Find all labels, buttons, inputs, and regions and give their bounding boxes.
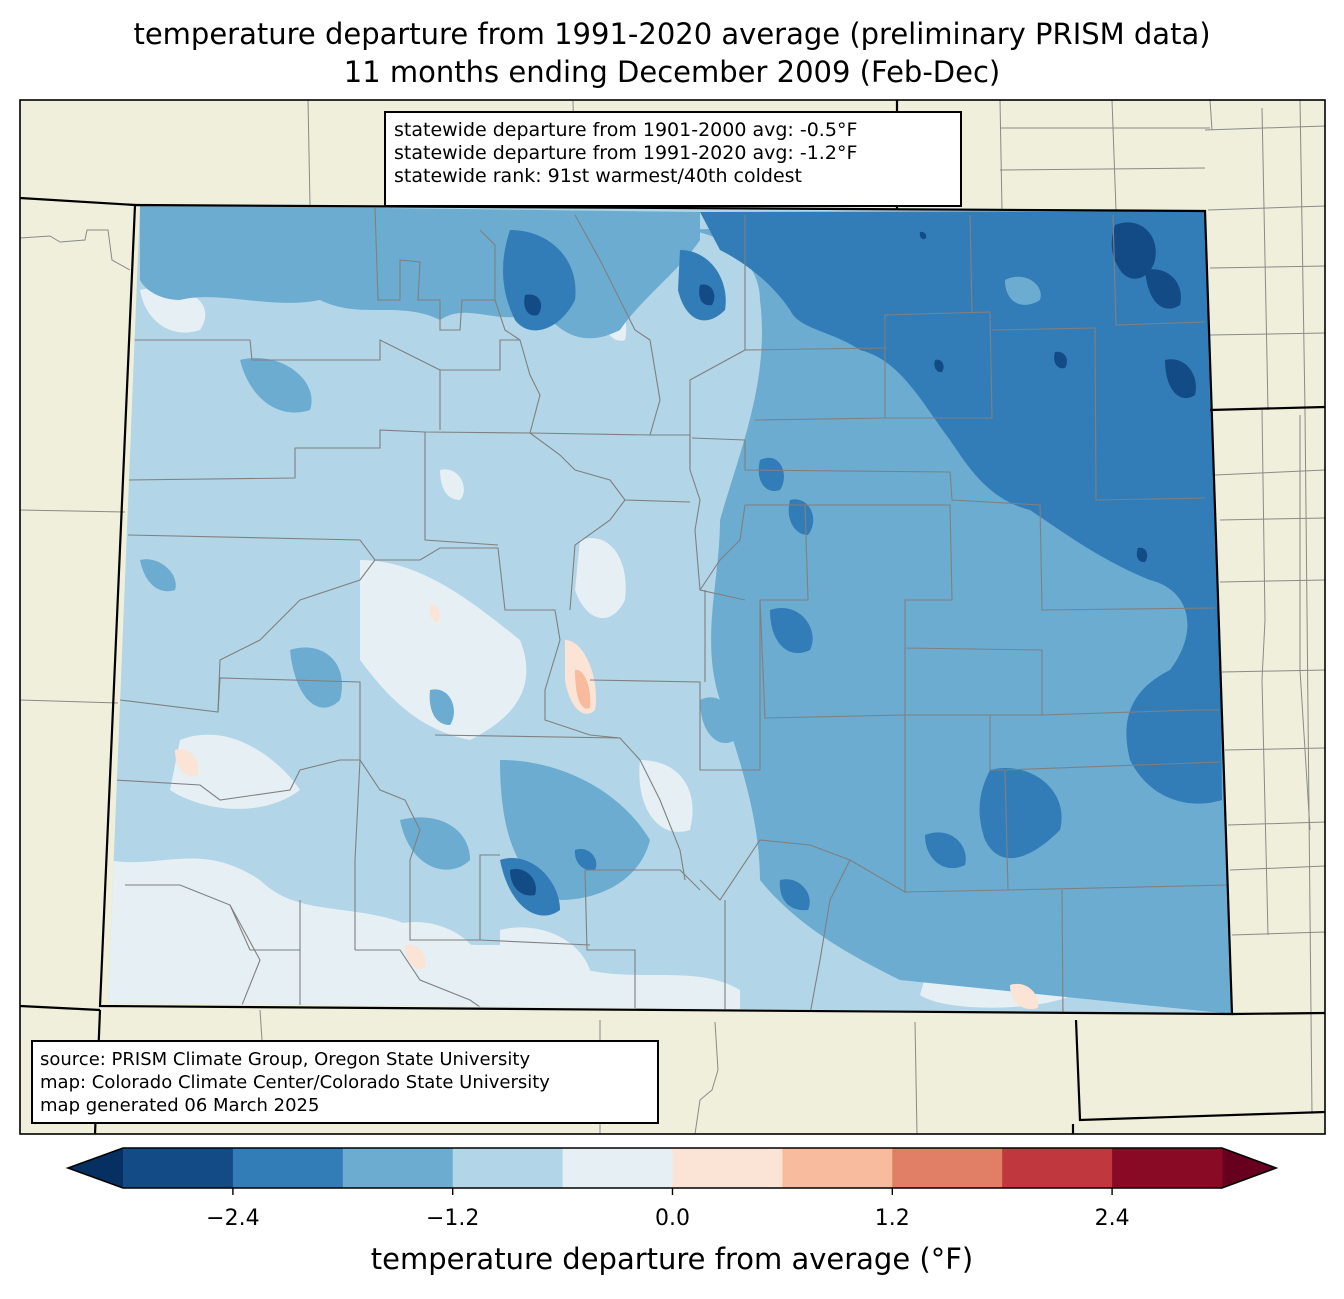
- colorado-county-lines: [114, 207, 1229, 1014]
- map-credit-line: map: Colorado Climate Center/Colorado St…: [40, 1072, 550, 1093]
- colorbar-bin: [1112, 1148, 1223, 1188]
- map-title-line-2: 11 months ending December 2009 (Feb-Dec): [343, 55, 1001, 89]
- colorbar-bin: [562, 1148, 673, 1188]
- colorbar-bin: [782, 1148, 893, 1188]
- colorbar-bin: [452, 1148, 564, 1188]
- source-line: source: PRISM Climate Group, Oregon Stat…: [40, 1049, 531, 1070]
- stats-departure-1901-2000: statewide departure from 1901-2000 avg: …: [394, 119, 858, 141]
- statewide-stats-box: statewide departure from 1901-2000 avg: …: [384, 111, 962, 207]
- colorbar-bin: [1002, 1148, 1113, 1188]
- colorbar-label: temperature departure from average (°F): [370, 1242, 974, 1276]
- colorbar-tick-label: 1.2: [874, 1206, 910, 1231]
- source-credits-box: source: PRISM Climate Group, Oregon Stat…: [31, 1040, 659, 1124]
- colorbar-bin: [123, 1148, 234, 1188]
- colorbar-bin: [232, 1148, 344, 1188]
- colorbar-outline: [65, 1147, 1279, 1189]
- state-boundaries: [20, 100, 1325, 1134]
- colorbar-tick-label: 0.0: [655, 1206, 690, 1231]
- stats-rank: statewide rank: 91st warmest/40th coldes…: [394, 165, 803, 187]
- colorbar-bin: [342, 1148, 454, 1188]
- generated-date-line: map generated 06 March 2025: [40, 1095, 320, 1116]
- colorbar: [65, 1147, 1279, 1195]
- colorbar-extend-low: [68, 1148, 123, 1188]
- stats-departure-1991-2020: statewide departure from 1991-2020 avg: …: [394, 142, 858, 164]
- colorbar-tick-label: −2.4: [206, 1206, 260, 1231]
- map-frame-border: [19, 99, 1326, 1135]
- colorbar-tick-label: 2.4: [1094, 1206, 1130, 1231]
- colorbar-extend-high: [1222, 1148, 1276, 1188]
- colorbar-tick-label: −1.2: [425, 1206, 480, 1231]
- colorbar-bin: [672, 1148, 783, 1188]
- colorbar-bin: [892, 1148, 1003, 1188]
- map-title-line-1: temperature departure from 1991-2020 ave…: [133, 17, 1211, 51]
- temperature-field: [108, 205, 1232, 1014]
